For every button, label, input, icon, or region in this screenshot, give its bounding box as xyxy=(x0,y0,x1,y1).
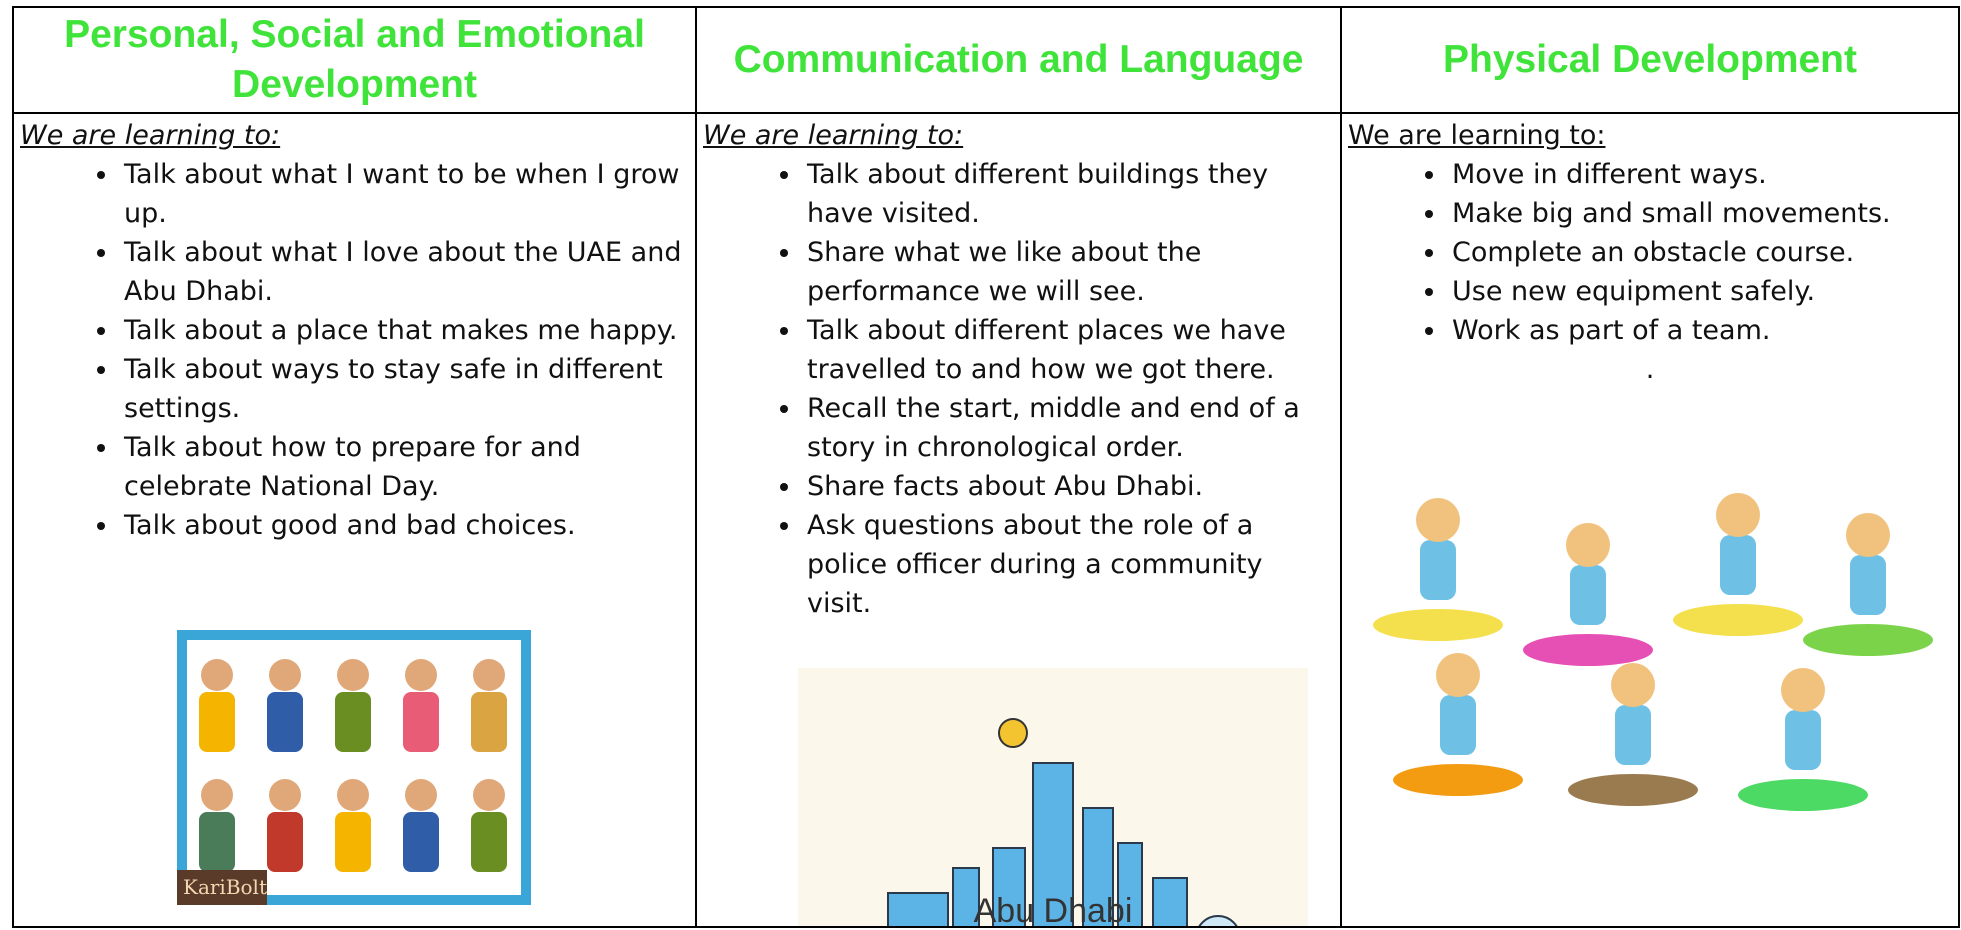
floor-spot xyxy=(1568,774,1698,806)
bullet-item: Talk about what I love about the UAE and… xyxy=(120,233,685,311)
person-body xyxy=(267,812,303,872)
bullet-item: Work as part of a team. xyxy=(1448,311,1948,350)
person-body xyxy=(199,692,235,752)
column-cell: We are learning to: Move in different way… xyxy=(1340,112,1960,928)
bullet-item: Move in different ways. xyxy=(1448,155,1948,194)
bullet-item: Recall the start, middle and end of a st… xyxy=(803,389,1330,467)
person-head xyxy=(405,659,437,691)
intro-text: We are learning to: xyxy=(703,120,964,151)
bullet-item: Complete an obstacle course. xyxy=(1448,233,1948,272)
person-body xyxy=(403,812,439,872)
floor-spot xyxy=(1373,609,1503,641)
building xyxy=(1152,877,1188,925)
floor-spot xyxy=(1738,779,1868,811)
column-heading: Personal, Social and Emotional Developme… xyxy=(12,6,697,114)
intro-text: We are learning to: xyxy=(20,120,281,151)
person-body xyxy=(267,692,303,752)
bullet-item: Talk about different buildings they have… xyxy=(803,155,1330,233)
bullet-item: Talk about good and bad choices. xyxy=(120,506,685,545)
bullet-item: Share what we like about the performance… xyxy=(803,233,1330,311)
bullet-list: Talk about what I want to be when I grow… xyxy=(20,155,689,545)
person-head xyxy=(473,659,505,691)
logo-text: KariBolt xyxy=(183,875,267,899)
bullet-item: Talk about ways to stay safe in differen… xyxy=(120,350,685,428)
child-body xyxy=(1720,535,1756,595)
person-head xyxy=(337,659,369,691)
person-body xyxy=(471,812,507,872)
person-body xyxy=(471,692,507,752)
bullet-item: Talk about different places we have trav… xyxy=(803,311,1330,389)
bullet-item: Ask questions about the role of a police… xyxy=(803,506,1330,623)
building xyxy=(1032,762,1074,925)
illustration xyxy=(1373,493,1933,811)
person-head xyxy=(201,779,233,811)
child-head xyxy=(1566,523,1610,567)
child-head xyxy=(1611,663,1655,707)
floor-spot xyxy=(1803,624,1933,656)
child-body xyxy=(1615,705,1651,765)
bullet-item: Talk about a place that makes me happy. xyxy=(120,311,685,350)
person-head xyxy=(269,779,301,811)
child-head xyxy=(1416,498,1460,542)
bullet-item: Use new equipment safely. xyxy=(1448,272,1948,311)
child-body xyxy=(1420,540,1456,600)
person-head xyxy=(473,779,505,811)
floor-spot xyxy=(1673,604,1803,636)
bullet-item: Talk about what I want to be when I grow… xyxy=(120,155,685,233)
note-text: . xyxy=(1645,354,1655,385)
image-caption: Abu Dhabi xyxy=(974,892,1133,927)
intro-text: We are learning to: xyxy=(1348,120,1606,151)
illustration: Abu Dhabi xyxy=(798,668,1308,927)
bullet-item: Talk about how to prepare for and celebr… xyxy=(120,428,685,506)
child-head xyxy=(1846,513,1890,557)
person-body xyxy=(199,812,235,872)
building xyxy=(887,892,949,925)
building xyxy=(1082,807,1114,925)
bullet-item: Make big and small movements. xyxy=(1448,194,1948,233)
column-cell: We are learning to: Talk about what I wan… xyxy=(12,112,697,928)
person-head xyxy=(201,659,233,691)
bullet-list: Move in different ways.Make big and smal… xyxy=(1348,155,1952,350)
child-head xyxy=(1716,493,1760,537)
person-head xyxy=(337,779,369,811)
person-body xyxy=(335,812,371,872)
child-head xyxy=(1436,653,1480,697)
building xyxy=(952,867,980,925)
column-heading: Physical Development xyxy=(1340,6,1960,114)
learning-table: Personal, Social and Emotional Developme… xyxy=(12,6,1960,928)
building xyxy=(1117,842,1143,925)
floor-spot xyxy=(1523,634,1653,666)
column-heading: Communication and Language xyxy=(695,6,1342,114)
floor-spot xyxy=(1393,764,1523,796)
child-body xyxy=(1570,565,1606,625)
body-row: We are learning to: Talk about what I wan… xyxy=(12,112,1960,928)
person-head xyxy=(405,779,437,811)
building xyxy=(992,847,1026,925)
person-body xyxy=(403,692,439,752)
dome xyxy=(1199,915,1237,925)
child-body xyxy=(1440,695,1476,755)
column-cell: We are learning to: Talk about different … xyxy=(695,112,1342,928)
person-body xyxy=(335,692,371,752)
bullet-list: Talk about different buildings they have… xyxy=(703,155,1334,623)
illustration: KariBolt xyxy=(177,630,531,905)
person-head xyxy=(269,659,301,691)
child-body xyxy=(1850,555,1886,615)
bullet-item: Share facts about Abu Dhabi. xyxy=(803,467,1330,506)
child-body xyxy=(1785,710,1821,770)
logo-box xyxy=(177,870,267,905)
header-row: Personal, Social and Emotional Developme… xyxy=(12,6,1960,114)
child-head xyxy=(1781,668,1825,712)
sun xyxy=(998,718,1028,748)
